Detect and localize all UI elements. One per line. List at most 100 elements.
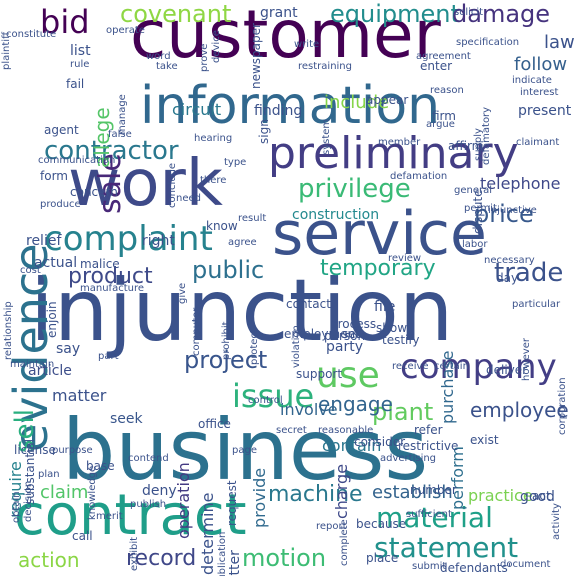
word-exist: exist: [470, 433, 499, 447]
word-charge: charge: [332, 463, 351, 519]
word-constitute: constitute: [6, 29, 57, 40]
word-activity: activity: [551, 503, 562, 540]
word-actual: actual: [34, 255, 78, 271]
word-trade: trade: [494, 258, 564, 288]
word-law: law: [544, 32, 575, 53]
word-computer: computer: [191, 307, 202, 356]
word-covenant: covenant: [120, 0, 232, 28]
word-set: set: [342, 327, 361, 341]
word-establish: establish: [372, 482, 453, 503]
word-contract: contract: [14, 483, 247, 548]
word-specification: specification: [456, 37, 520, 48]
word-include: include: [324, 92, 390, 113]
word-testify: testify: [382, 333, 420, 347]
word-there: there: [200, 175, 227, 186]
word-support: support: [296, 367, 343, 381]
word-preliminary: preliminary: [268, 128, 519, 179]
word-type: type: [224, 157, 247, 168]
word-take: take: [156, 61, 178, 72]
word-however: however: [521, 337, 532, 381]
word-prohibit: prohibit: [221, 321, 232, 360]
word-office: office: [198, 417, 231, 431]
word-material: material: [376, 501, 493, 534]
word-know: know: [206, 219, 238, 233]
word-affirm: affirm: [448, 139, 484, 153]
word-device: device: [211, 30, 222, 63]
word-follow: follow: [514, 54, 568, 75]
word-grant: grant: [260, 5, 298, 21]
word-advertising: advertising: [380, 453, 437, 464]
word-refer: refer: [414, 423, 443, 437]
word-article: article: [28, 363, 72, 379]
word-reasonable: reasonable: [318, 425, 374, 436]
word-member: member: [378, 137, 421, 148]
word-maintain: maintain: [10, 359, 55, 370]
word-company: company: [400, 347, 557, 387]
word-rule: rule: [70, 59, 90, 70]
word-use: use: [316, 355, 380, 396]
word-contact: contact: [286, 297, 331, 311]
word-file: file: [374, 299, 396, 315]
word-review: review: [388, 253, 422, 264]
word-project: project: [184, 346, 268, 374]
word-particular: particular: [512, 299, 561, 310]
word-telephone: telephone: [480, 174, 561, 193]
word-practice: practice: [468, 486, 533, 505]
word-receive: receive: [392, 361, 429, 372]
word-defendants-: defendants': [440, 561, 512, 575]
word-temporary: temporary: [320, 256, 436, 281]
word-party: party: [326, 339, 363, 355]
word-complaint: complaint: [44, 219, 213, 259]
word-communication: communication: [38, 155, 116, 166]
word-perform: perform: [448, 445, 467, 510]
word-privilege: privilege: [298, 174, 411, 204]
word-need: need: [176, 193, 201, 204]
word-newspaper: newspaper: [249, 23, 263, 90]
word-involve: involve: [280, 400, 338, 419]
word-injunction: injunction: [30, 261, 454, 361]
word-reason: reason: [430, 85, 464, 96]
word-control: control: [248, 395, 283, 406]
word-injunctive: injunctive: [488, 205, 537, 216]
word-person: person: [324, 329, 366, 343]
word-bid: bid: [40, 3, 90, 41]
word-contractor: contractor: [44, 136, 179, 166]
word-letter: letter: [227, 550, 243, 576]
word-price: price: [474, 200, 534, 228]
word-exhibit: exhibit: [129, 536, 140, 571]
word-construction: construction: [292, 207, 380, 223]
word-claimant: claimant: [516, 137, 560, 148]
word-matter: matter: [52, 386, 107, 405]
word-defamation: defamation: [390, 171, 448, 182]
word-product: product: [68, 264, 153, 289]
word-equipment: equipment: [330, 0, 460, 28]
word-statement: statement: [374, 531, 519, 564]
word-determine: determine: [198, 492, 217, 576]
word-restraining: restraining: [298, 61, 352, 72]
word-conclude: conclude: [167, 162, 178, 208]
word-process: process: [330, 317, 377, 331]
word-interest: interest: [520, 87, 559, 98]
word-cost: cost: [20, 265, 41, 276]
word-provide: provide: [250, 467, 269, 528]
word-report: report: [316, 521, 347, 532]
word-defamatory: defamatory: [481, 106, 492, 165]
word-general: general: [454, 185, 493, 196]
word-base: base: [86, 459, 115, 473]
word-merit: merit: [96, 511, 123, 522]
word-solicit: solicit: [454, 7, 484, 18]
word-public: public: [192, 256, 265, 284]
word-concern: concern: [70, 185, 118, 199]
word-plant: plant: [372, 398, 434, 426]
word-employment: employment: [284, 327, 360, 341]
word-deny: deny: [142, 483, 177, 499]
word-good: good: [520, 489, 555, 505]
word-necessary: necessary: [484, 255, 535, 266]
word-operate: operate: [106, 25, 145, 36]
word-plan: plan: [38, 469, 60, 480]
word-restrictive: restrictive: [398, 439, 459, 453]
word-consider: consider: [354, 435, 406, 449]
word-agreement: agreement: [416, 51, 471, 62]
word-agree: agree: [228, 237, 257, 248]
word-because: because: [356, 517, 407, 531]
